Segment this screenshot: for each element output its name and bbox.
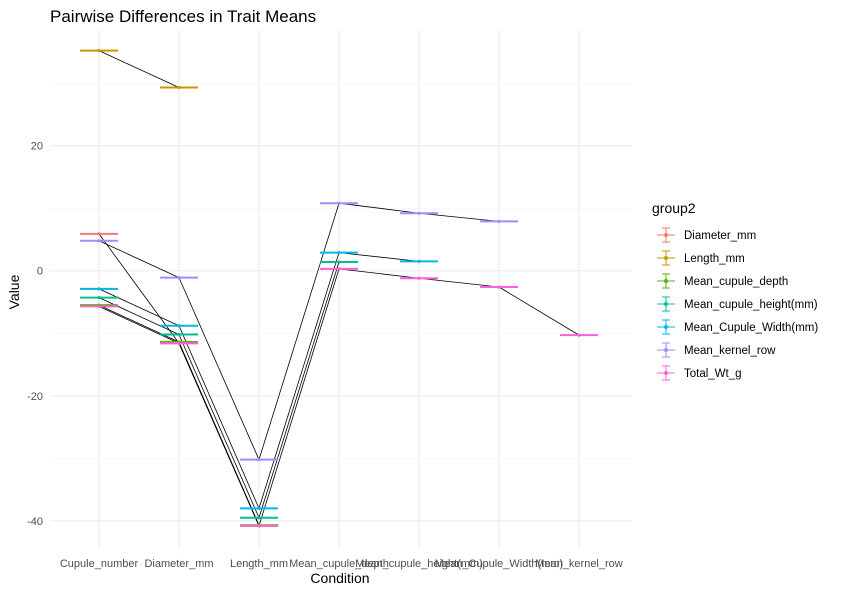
connector-line <box>98 304 180 343</box>
connector-line <box>98 297 180 335</box>
data-point <box>177 85 181 90</box>
legend-label: Total_Wt_g <box>684 368 742 380</box>
legend-label: Length_mm <box>684 253 745 265</box>
grid <box>50 30 632 549</box>
data-point <box>97 239 101 243</box>
data-point <box>97 49 101 53</box>
y-tick-label: 0 <box>37 266 43 278</box>
x-axis-ticks: Cupule_number Diameter_mm Length_mm Mean_cu… <box>60 558 623 570</box>
data-point <box>577 333 581 337</box>
data-point <box>257 506 261 510</box>
x-tick-label: Mean_kernel_row <box>535 558 622 570</box>
x-tick-label: Diameter_mm <box>144 558 213 570</box>
connector-line <box>178 343 260 527</box>
legend-label: Mean_kernel_row <box>684 345 776 357</box>
data-point <box>337 251 341 255</box>
connector-line <box>338 202 420 214</box>
y-tick-label: 20 <box>31 141 43 153</box>
legend-key-point <box>664 302 668 306</box>
connector-line <box>418 212 500 222</box>
legend-key-point <box>664 279 668 283</box>
data-point <box>497 285 501 289</box>
connector-line <box>98 306 180 344</box>
connector-line <box>178 325 260 509</box>
data-point <box>97 232 101 236</box>
data-point <box>257 457 261 462</box>
data-point <box>97 287 101 291</box>
legend-label: Mean_Cupule_Width(mm) <box>684 322 818 334</box>
x-tick-label: Mean_cupule_depth <box>289 558 389 570</box>
y-tick-label: -40 <box>27 516 43 528</box>
data-point <box>257 524 261 528</box>
connector-lines <box>98 50 580 527</box>
x-tick-label: Mean_Cupule_Width(mm) <box>435 558 563 570</box>
data-point <box>337 267 341 271</box>
data-point <box>97 296 101 300</box>
connector-line <box>98 240 180 278</box>
data-point <box>497 219 501 223</box>
connector-line <box>258 261 340 518</box>
data-point <box>177 341 181 345</box>
legend-key-point <box>664 256 668 260</box>
data-point <box>97 304 101 308</box>
connector-line <box>258 252 340 509</box>
data-point <box>417 259 421 263</box>
legend-title: group2 <box>652 200 696 216</box>
chart-title: Pairwise Differences in Trait Means <box>50 7 316 26</box>
connector-line <box>338 252 420 262</box>
data-point <box>417 211 421 215</box>
legend-label: Diameter_mm <box>684 230 756 242</box>
connector-line <box>178 334 260 518</box>
legend-key-point <box>664 348 668 352</box>
x-tick-label: Mean_cupule_height(mm) <box>355 558 483 570</box>
connector-line <box>98 50 180 88</box>
data-point <box>177 276 181 280</box>
data-point <box>177 324 181 328</box>
legend-key-point <box>664 325 668 329</box>
x-axis-title: Condition <box>310 570 369 586</box>
y-axis-title: Value <box>6 274 22 309</box>
connector-line <box>258 203 340 460</box>
connector-line <box>178 277 260 460</box>
y-axis-ticks: -40 -20 0 20 <box>27 141 43 528</box>
legend-label: Mean_cupule_height(mm) <box>684 299 818 311</box>
y-tick-label: -20 <box>27 391 43 403</box>
data-point <box>337 260 341 264</box>
data-point <box>177 332 181 337</box>
connector-line <box>98 288 180 327</box>
legend-label: Mean_cupule_depth <box>684 276 788 288</box>
connector-line <box>258 268 340 526</box>
connector-line <box>498 286 580 336</box>
data-point <box>337 201 341 205</box>
legend-key-point <box>664 371 668 375</box>
legend: group2 Diameter_mm Length_mm Mean_cupule_d… <box>652 200 818 381</box>
x-tick-label: Length_mm <box>230 558 288 570</box>
connector-line <box>338 268 420 279</box>
connector-line <box>418 277 500 288</box>
series-marks <box>80 49 598 528</box>
x-tick-label: Cupule_number <box>60 558 139 570</box>
legend-key-point <box>664 233 668 237</box>
data-point <box>257 516 261 520</box>
data-point <box>417 276 421 280</box>
